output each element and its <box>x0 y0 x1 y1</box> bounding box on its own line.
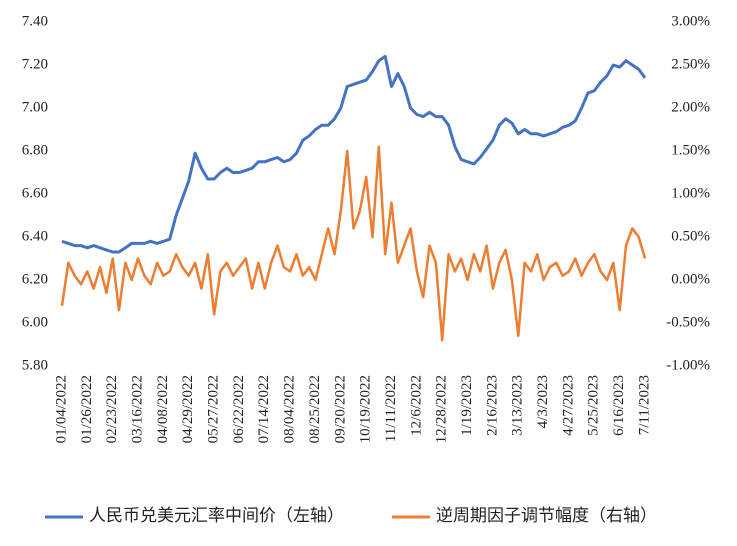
y-tick-label: 5.80 <box>22 357 48 373</box>
x-tick-label: 05/27/2022 <box>206 375 222 443</box>
y-tick-label: 6.00 <box>22 314 48 330</box>
line-series <box>60 145 647 342</box>
y2-tick-label: 0.00% <box>671 271 710 287</box>
y-tick-label: 7.40 <box>22 13 48 29</box>
y-tick-label: 6.60 <box>22 185 48 201</box>
y2-tick-label: 1.50% <box>671 142 710 158</box>
x-tick-label: 4/3/2023 <box>535 375 551 428</box>
x-tick-label: 4/27/2023 <box>560 375 576 436</box>
x-tick-label: 03/16/2022 <box>129 375 145 443</box>
y2-tick-label: 3.00% <box>671 13 710 29</box>
y2-tick-label: 2.50% <box>671 56 710 72</box>
x-tick-label: 11/11/2022 <box>383 375 399 442</box>
x-tick-label: 08/25/2022 <box>307 375 323 443</box>
y2-tick-label: 0.50% <box>671 228 710 244</box>
x-tick-label: 01/04/2022 <box>53 375 69 443</box>
y2-tick-label: 2.00% <box>671 99 710 115</box>
x-tick-label: 1/19/2023 <box>459 375 475 436</box>
y-tick-label: 7.20 <box>22 56 48 72</box>
y-tick-label: 6.80 <box>22 142 48 158</box>
y-tick-label: 7.00 <box>22 99 48 115</box>
x-tick-label: 3/13/2023 <box>510 375 526 436</box>
legend-label: 人民币兑美元汇率中间价（左轴） <box>89 506 344 525</box>
x-tick-label: 07/14/2022 <box>256 375 272 443</box>
y2-tick-label: -0.50% <box>666 314 710 330</box>
y-tick-label: 6.20 <box>22 271 48 287</box>
x-tick-label: 12/6/2022 <box>408 375 424 436</box>
x-tick-label: 04/29/2022 <box>180 375 196 443</box>
x-tick-label: 10/19/2022 <box>358 375 374 443</box>
x-tick-label: 02/23/2022 <box>104 375 120 443</box>
x-tick-label: 09/20/2022 <box>332 375 348 443</box>
y2-tick-label: -1.00% <box>666 357 710 373</box>
x-tick-label: 6/16/2023 <box>611 375 627 436</box>
x-tick-label: 06/22/2022 <box>231 375 247 443</box>
y-tick-label: 6.40 <box>22 228 48 244</box>
x-tick-label: 01/26/2022 <box>79 375 95 443</box>
x-tick-label: 12/28/2022 <box>434 375 450 443</box>
x-tick-label: 04/08/2022 <box>155 375 171 443</box>
y2-tick-label: 1.00% <box>671 185 710 201</box>
x-tick-label: 08/04/2022 <box>282 375 298 443</box>
x-tick-label: 2/16/2023 <box>484 375 500 436</box>
line-series <box>61 54 647 254</box>
legend-label: 逆周期因子调节幅度（右轴） <box>436 506 657 525</box>
x-tick-label: 7/11/2023 <box>636 375 652 435</box>
x-tick-label: 5/25/2023 <box>586 375 602 436</box>
